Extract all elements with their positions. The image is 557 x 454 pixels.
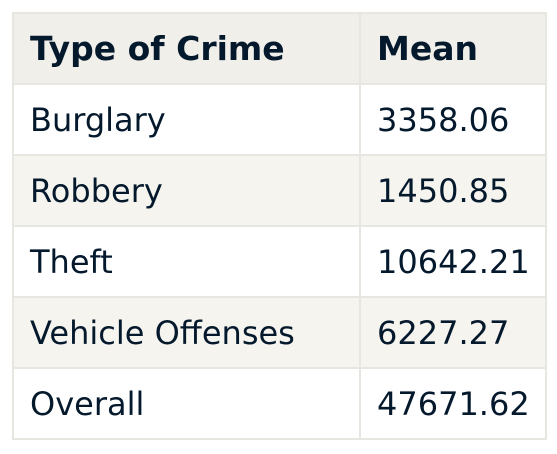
table-row: Theft 10642.21 xyxy=(12,225,547,298)
mean-value-cell: 3358.06 xyxy=(359,83,547,156)
table-row: Robbery 1450.85 xyxy=(12,154,547,227)
crime-type-cell: Theft xyxy=(12,225,361,298)
crime-type-cell: Burglary xyxy=(12,83,361,156)
mean-value-cell: 6227.27 xyxy=(359,296,547,369)
header-type-of-crime: Type of Crime xyxy=(12,12,361,85)
header-mean: Mean xyxy=(359,12,547,85)
table-header-row: Type of Crime Mean xyxy=(12,12,547,85)
crime-type-cell: Overall xyxy=(12,367,361,440)
crime-table-container: Type of Crime Mean Burglary 3358.06 Robb… xyxy=(12,12,547,447)
mean-value-cell: 1450.85 xyxy=(359,154,547,227)
crime-type-cell: Robbery xyxy=(12,154,361,227)
table-row: Burglary 3358.06 xyxy=(12,83,547,156)
crime-type-cell: Vehicle Offenses xyxy=(12,296,361,369)
mean-value-cell: 47671.62 xyxy=(359,367,547,440)
crime-mean-table: Type of Crime Mean Burglary 3358.06 Robb… xyxy=(12,12,547,440)
table-row: Vehicle Offenses 6227.27 xyxy=(12,296,547,369)
table-row: Overall 47671.62 xyxy=(12,367,547,440)
mean-value-cell: 10642.21 xyxy=(359,225,547,298)
